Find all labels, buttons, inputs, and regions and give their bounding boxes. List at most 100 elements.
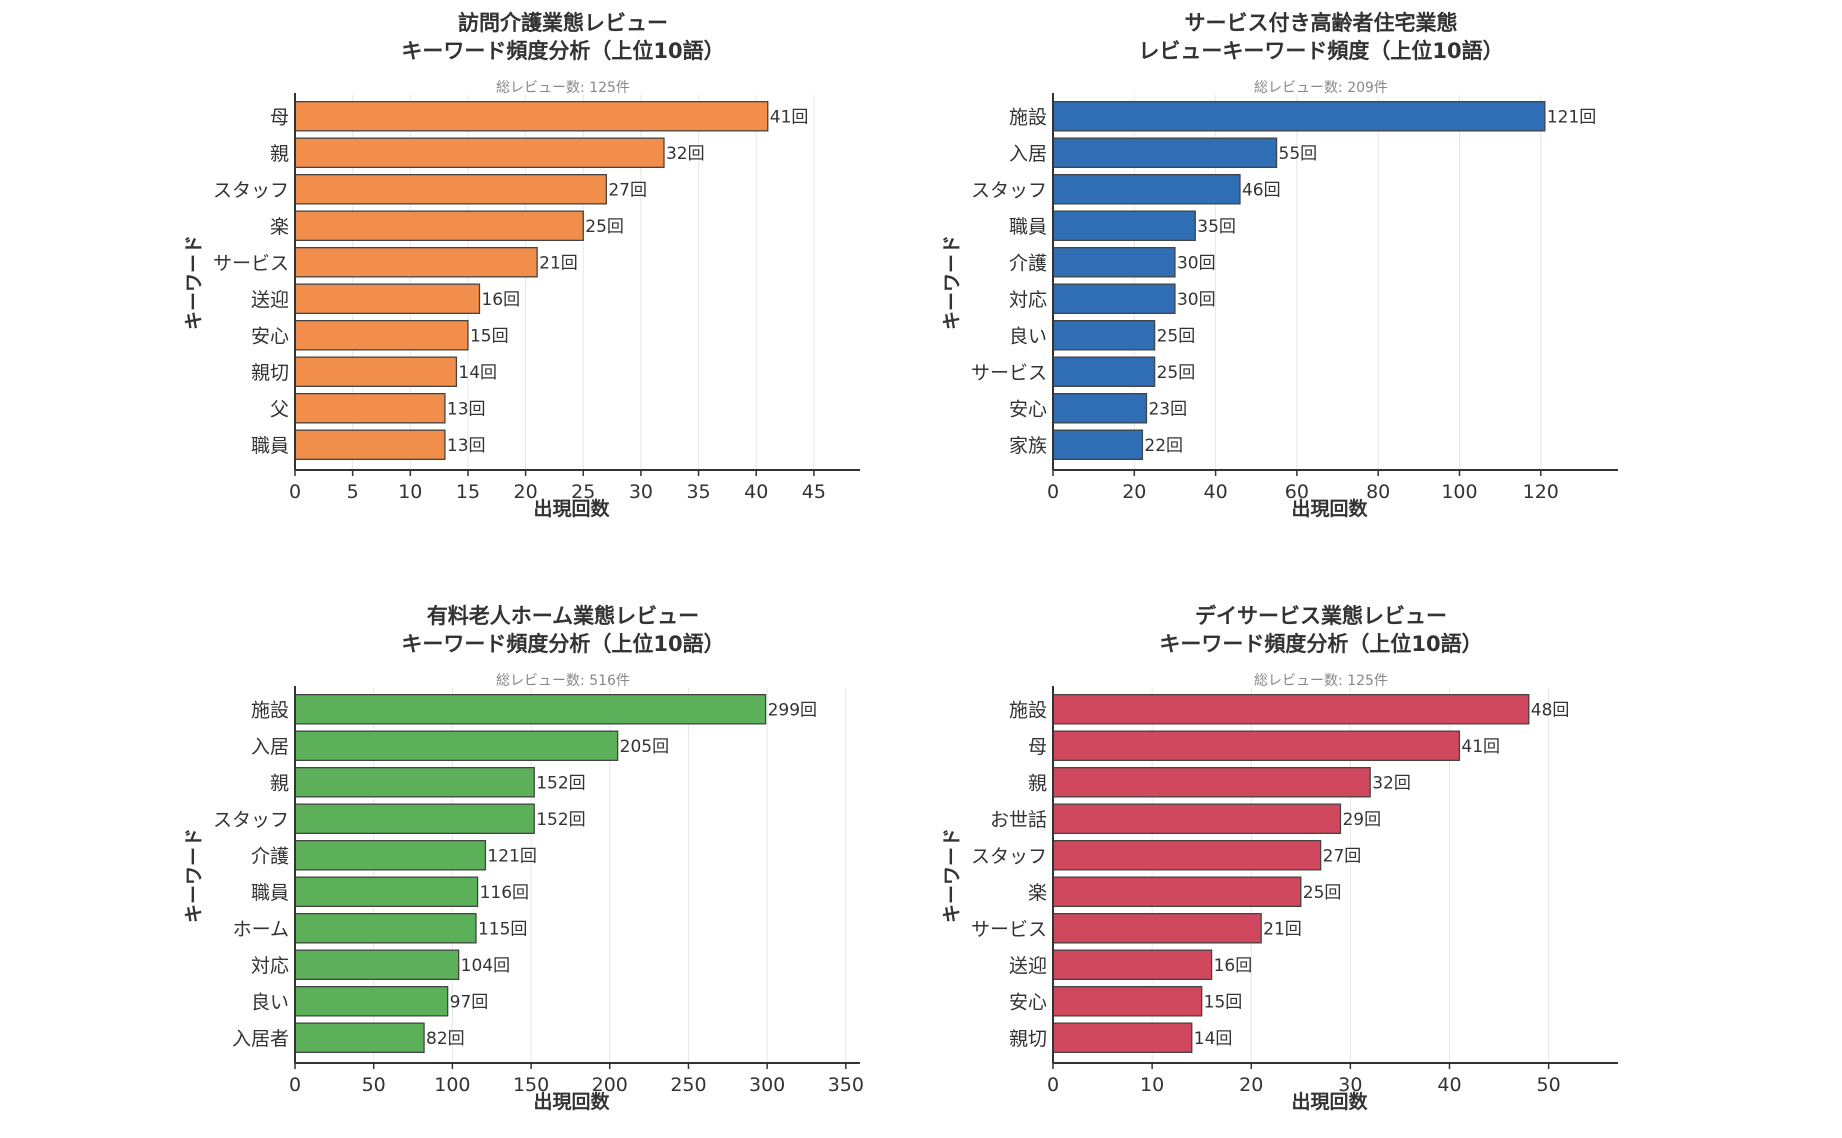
chart-subtitle: 総レビュー数: 209件 [1254,80,1388,96]
bar-value-label: 41回 [770,107,809,127]
bar-value-label: 104回 [461,956,510,976]
x-tick-label: 10 [398,481,422,503]
bar [294,694,767,725]
category-label: 親 [270,772,289,794]
bar [1052,210,1196,241]
bar-value-label: 25回 [1303,883,1342,903]
category-label: 対応 [251,955,289,977]
bar [1052,913,1262,944]
bar-value-label: 25回 [1157,363,1196,383]
bar [294,986,449,1017]
bar [294,101,769,132]
category-label: サービス [971,362,1047,384]
category-label: 良い [1009,325,1047,347]
category-label: 安心 [1009,991,1047,1013]
category-label: スタッフ [213,179,289,201]
chart-title-line1: デイサービス業態レビュー [1195,604,1447,628]
bar-value-label: 46回 [1242,180,1281,200]
chart-title-line2: キーワード頻度分析（上位10語） [401,39,724,63]
bar [294,319,469,351]
bar-value-label: 13回 [447,399,486,419]
x-tick-label: 120 [1523,481,1559,503]
bar-value-label: 16回 [1214,956,1253,976]
bar [1052,694,1530,725]
category-label: 介護 [1009,252,1047,274]
bar [1052,137,1278,168]
bar [294,356,458,387]
bar [294,840,487,871]
category-label: 入居者 [232,1028,289,1050]
bar [1052,356,1156,387]
bar [1052,173,1241,205]
bar-value-label: 15回 [1204,992,1243,1012]
bar-value-label: 205回 [620,737,669,757]
bar-value-label: 13回 [447,436,486,456]
x-tick-label: 0 [289,1074,301,1096]
bar-value-label: 152回 [536,773,585,793]
category-label: 対応 [1009,289,1047,311]
y-axis-title: キーワード [941,235,963,330]
bar-value-label: 55回 [1279,144,1318,164]
bar [1052,876,1302,908]
x-axis-title: 出現回数 [533,497,610,520]
category-label: 楽 [270,216,289,238]
bar-value-label: 152回 [536,810,585,830]
category-label: サービス [213,252,289,274]
bar-value-label: 25回 [585,217,624,237]
category-label: 施設 [1009,699,1047,721]
category-label: 楽 [1028,882,1047,904]
bar [1052,101,1546,132]
x-axis-title: 出現回数 [1291,1090,1368,1113]
category-label: 入居 [1009,143,1047,165]
x-tick-label: 25 [571,481,595,503]
bar [294,392,446,424]
category-label: ホーム [233,918,289,940]
bar-value-label: 48回 [1531,700,1570,720]
chart-title-line2: キーワード頻度分析（上位10語） [1159,632,1482,656]
category-label: 職員 [1009,216,1047,238]
category-label: 母 [270,106,289,128]
x-tick-label: 20 [1239,1074,1263,1096]
bar-value-label: 21回 [539,253,578,273]
x-tick-label: 20 [514,481,538,503]
bar [1052,840,1322,871]
bar-value-label: 116回 [480,883,529,903]
bar-value-label: 16回 [481,290,520,310]
bar-value-label: 25回 [1157,326,1196,346]
category-label: 送迎 [1009,955,1047,977]
bar-value-label: 29回 [1342,810,1381,830]
chart-title-line1: サービス付き高齢者住宅業態 [1185,11,1458,35]
category-label: 親 [270,143,289,165]
category-label: 母 [1028,736,1047,758]
bar [1052,392,1148,424]
bar-value-label: 35回 [1197,217,1236,237]
chart-title-line2: キーワード頻度分析（上位10語） [401,632,724,656]
bar [294,137,665,168]
category-label: 入居 [251,736,289,758]
bar [1052,767,1371,798]
category-label: 職員 [251,882,289,904]
x-axis-title: 出現回数 [1291,497,1368,520]
category-label: 安心 [1009,398,1047,420]
category-label: 安心 [251,325,289,347]
bar-value-label: 27回 [608,180,647,200]
chart-subtitle: 総レビュー数: 125件 [1254,673,1388,689]
bar-value-label: 32回 [666,144,705,164]
bar [1052,246,1176,278]
category-label: 職員 [251,435,289,457]
y-axis-title: キーワード [183,235,205,330]
category-label: 送迎 [251,289,289,311]
bar-value-label: 23回 [1148,399,1187,419]
chart-subtitle: 総レビュー数: 125件 [496,80,630,96]
category-label: 施設 [251,699,289,721]
bar-value-label: 14回 [1194,1029,1233,1049]
bar-value-label: 82回 [426,1029,465,1049]
bar-value-label: 30回 [1177,290,1216,310]
x-tick-label: 100 [434,1074,470,1096]
x-tick-label: 35 [686,481,710,503]
chart-title-line2: レビューキーワード頻度（上位10語） [1138,39,1503,63]
